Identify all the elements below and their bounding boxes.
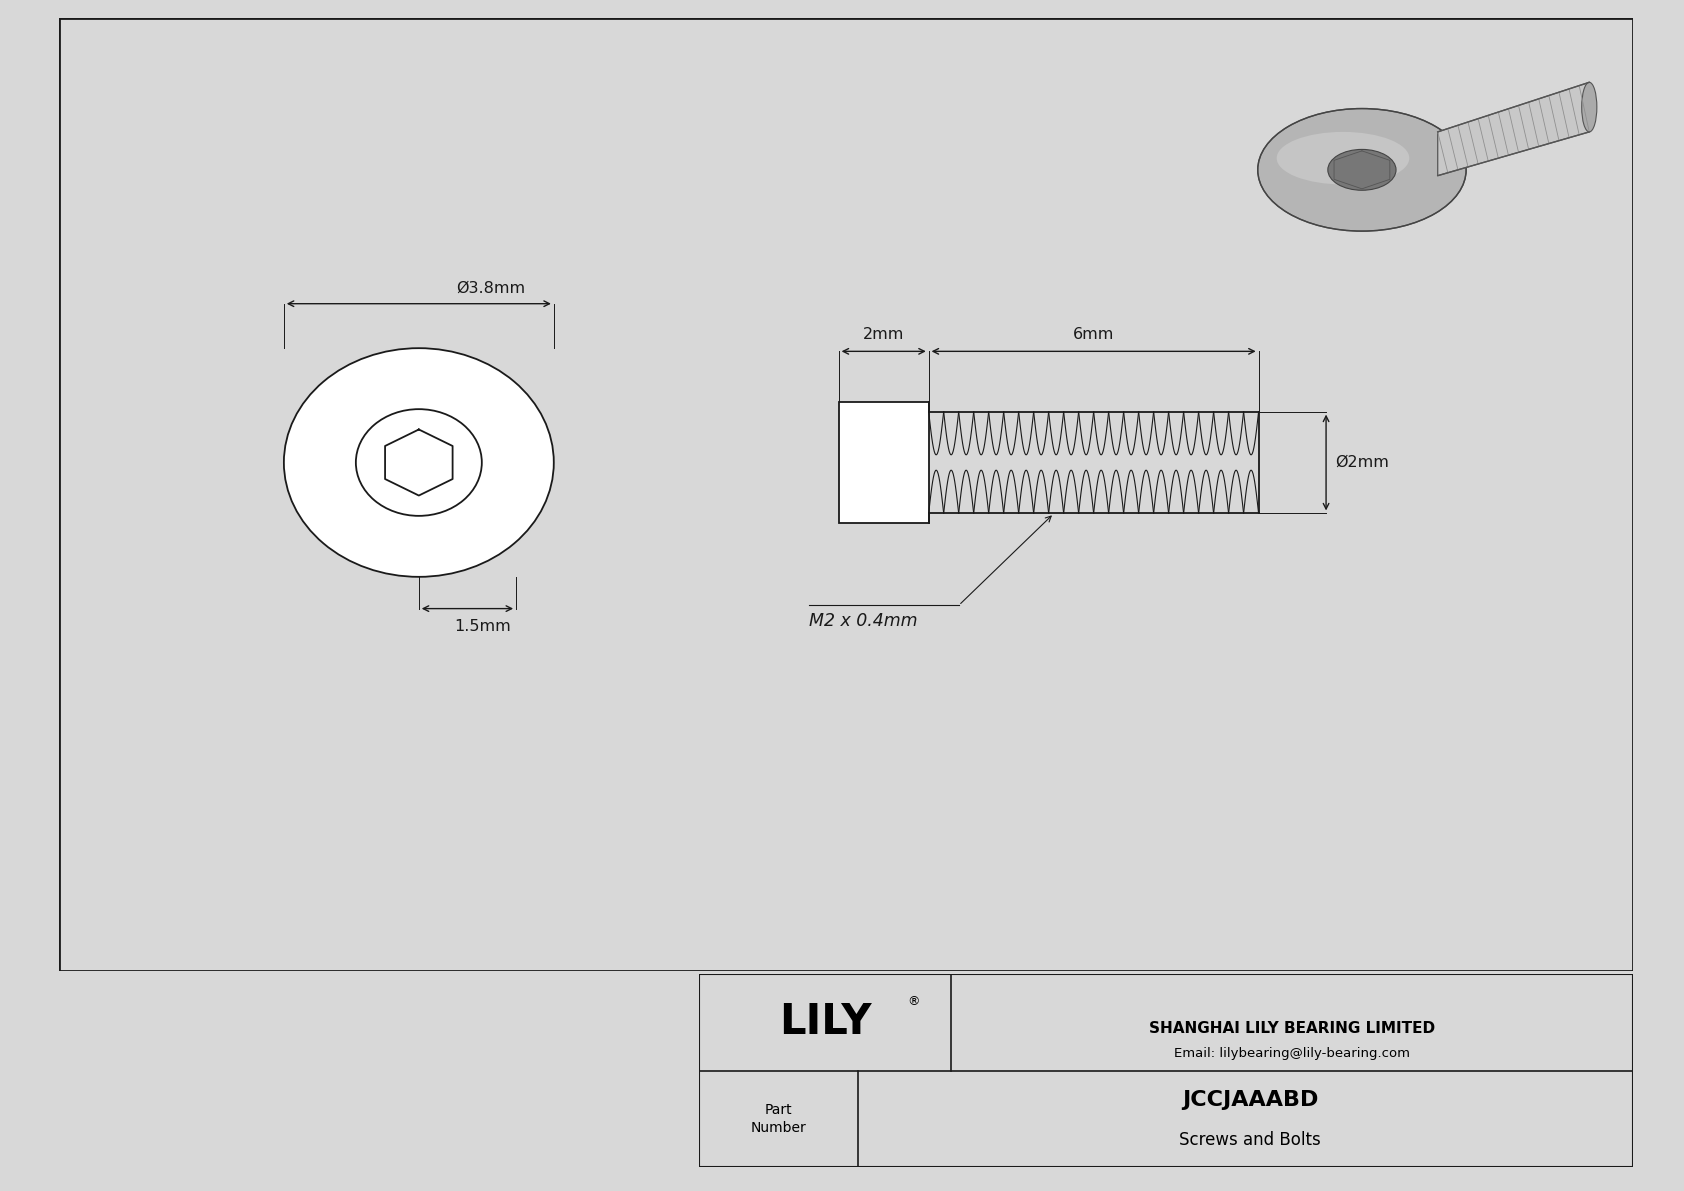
- Polygon shape: [1438, 82, 1590, 176]
- Text: ®: ®: [908, 994, 919, 1008]
- Text: JCCJAAABD: JCCJAAABD: [1182, 1090, 1319, 1110]
- Text: M2 x 0.4mm: M2 x 0.4mm: [808, 612, 918, 630]
- Ellipse shape: [1276, 132, 1410, 185]
- Ellipse shape: [1581, 82, 1596, 132]
- Text: SHANGHAI LILY BEARING LIMITED: SHANGHAI LILY BEARING LIMITED: [1148, 1021, 1435, 1036]
- Text: Ø3.8mm: Ø3.8mm: [456, 281, 525, 297]
- Ellipse shape: [1327, 149, 1396, 191]
- Text: 2mm: 2mm: [862, 328, 904, 343]
- Text: Part
Number: Part Number: [751, 1103, 807, 1135]
- Ellipse shape: [1258, 108, 1467, 231]
- Text: 6mm: 6mm: [1073, 328, 1115, 343]
- Text: 1.5mm: 1.5mm: [455, 619, 510, 634]
- Text: Email: lilybearing@lily-bearing.com: Email: lilybearing@lily-bearing.com: [1174, 1047, 1410, 1060]
- Text: Ø2mm: Ø2mm: [1335, 455, 1389, 470]
- Bar: [839, 403, 928, 523]
- Text: LILY: LILY: [778, 1002, 871, 1043]
- Circle shape: [355, 410, 482, 516]
- Text: Screws and Bolts: Screws and Bolts: [1179, 1131, 1322, 1149]
- Circle shape: [285, 348, 554, 576]
